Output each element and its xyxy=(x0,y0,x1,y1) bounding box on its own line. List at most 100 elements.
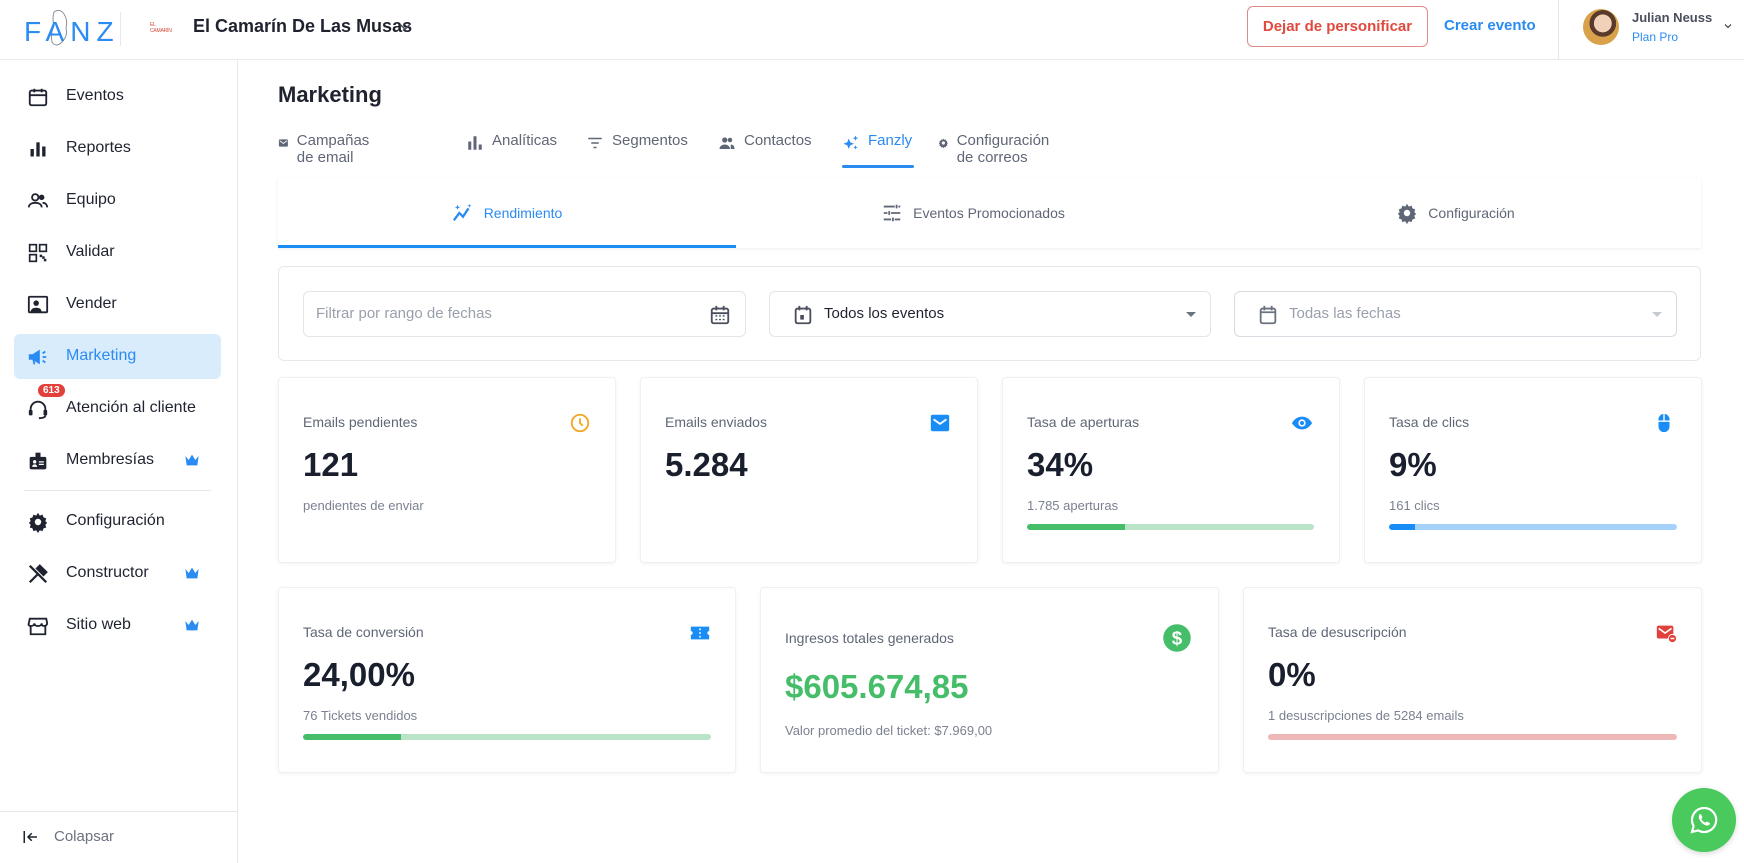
stop-impersonating-button[interactable]: Dejar de personificar xyxy=(1247,6,1428,47)
tab-contactos[interactable]: Contactos xyxy=(718,132,812,168)
date-range-input[interactable]: Filtrar por rango de fechas xyxy=(303,291,746,337)
clock-icon xyxy=(570,413,590,433)
sidebar-item-constructor[interactable]: Constructor xyxy=(14,551,221,596)
stat-card-emails-pendientes: Emails pendientes 121 pendientes de envi… xyxy=(278,377,616,563)
calendar-icon xyxy=(794,305,812,325)
fanz-logo[interactable]: FANZ xyxy=(24,9,114,48)
subtab-eventos-promocionados[interactable]: Eventos Promocionados xyxy=(736,178,1210,248)
stat-label: Tasa de clics xyxy=(1389,414,1470,430)
tab-label: Contactos xyxy=(744,132,812,149)
subtab-rendimiento[interactable]: Rendimiento xyxy=(278,178,736,248)
dates-select[interactable]: Todas las fechas xyxy=(1234,291,1677,337)
stat-value: 9% xyxy=(1389,446,1437,483)
chevron-down-icon[interactable] xyxy=(1722,20,1734,32)
stat-value: $605.674,85 xyxy=(785,668,969,705)
tab-label: Configuración de correos xyxy=(956,132,1050,166)
map-outline-icon xyxy=(50,9,68,46)
tab-label: Segmentos xyxy=(612,132,688,149)
gear-icon xyxy=(26,510,50,534)
sidebar-item-eventos[interactable]: Eventos xyxy=(14,74,221,119)
progress-bar xyxy=(303,734,711,740)
whatsapp-icon xyxy=(1690,806,1718,834)
chevron-down-icon[interactable] xyxy=(396,18,414,36)
notification-badge: 613 xyxy=(38,384,65,397)
sidebar-item-atencion-cliente[interactable]: 613 Atención al cliente xyxy=(14,384,221,431)
gear-icon xyxy=(938,138,948,149)
store-icon xyxy=(26,614,50,638)
sidebar-item-validar[interactable]: Validar xyxy=(14,230,221,275)
org-logo: EL CAMARÍN xyxy=(150,22,172,34)
mouse-icon xyxy=(1658,413,1670,433)
sidebar-item-label: Validar xyxy=(66,243,115,260)
collapse-left-icon xyxy=(23,831,37,843)
sidebar-item-label: Membresías xyxy=(66,451,155,468)
tab-segmentos[interactable]: Segmentos xyxy=(586,132,688,168)
calendar-icon xyxy=(1259,305,1277,325)
caret-down-icon xyxy=(1652,312,1662,317)
tab-label: Campañas de email xyxy=(296,132,370,166)
stat-sub: 1.785 aperturas xyxy=(1027,498,1119,513)
badge-id-icon xyxy=(26,449,50,473)
progress-bar xyxy=(1268,734,1677,740)
tab-label: Analíticas xyxy=(492,132,558,149)
tab-campanas-email[interactable]: Campañas de email xyxy=(278,132,377,168)
subtab-label: Configuración xyxy=(1428,205,1515,221)
fanzly-subtabs: Rendimiento Eventos Promocionados Config… xyxy=(278,178,1701,248)
sparkle-icon xyxy=(843,135,859,150)
subtab-label: Rendimiento xyxy=(483,205,563,221)
qr-code-icon xyxy=(26,241,50,265)
dollar-circle-icon: $ xyxy=(1163,624,1191,652)
date-range-placeholder: Filtrar por rango de fechas xyxy=(316,305,492,322)
sliders-icon xyxy=(883,204,901,222)
events-select[interactable]: Todos los eventos xyxy=(769,291,1211,337)
stat-label: Emails pendientes xyxy=(303,414,418,430)
sidebar-item-vender[interactable]: Vender xyxy=(14,282,221,327)
dates-select-placeholder: Todas las fechas xyxy=(1289,305,1401,322)
stat-label: Tasa de aperturas xyxy=(1027,414,1140,430)
eye-icon xyxy=(1291,416,1313,430)
collapse-label: Colapsar xyxy=(54,828,115,845)
tab-analiticas[interactable]: Analíticas xyxy=(466,132,557,168)
stat-sub: 161 clics xyxy=(1389,498,1440,513)
contact-card-icon xyxy=(26,293,50,317)
sidebar-item-label: Marketing xyxy=(66,347,137,364)
sidebar-item-equipo[interactable]: Equipo xyxy=(14,178,221,223)
events-select-value: Todos los eventos xyxy=(824,305,945,322)
sidebar-item-reportes[interactable]: Reportes xyxy=(14,126,221,171)
sidebar-item-label: Vender xyxy=(66,295,117,312)
crown-icon xyxy=(185,619,199,631)
avatar[interactable] xyxy=(1583,9,1619,45)
tab-fanzly[interactable]: Fanzly xyxy=(842,132,914,168)
progress-fill xyxy=(303,734,401,740)
whatsapp-button[interactable] xyxy=(1672,788,1736,852)
headset-icon xyxy=(26,397,50,421)
bar-chart-icon xyxy=(468,136,482,150)
tab-configuracion-correos[interactable]: Configuración de correos xyxy=(938,132,1057,168)
user-plan: Plan Pro xyxy=(1632,30,1679,44)
stat-sub: 76 Tickets vendidos xyxy=(303,708,418,723)
subtab-configuracion[interactable]: Configuración xyxy=(1210,178,1701,248)
calendar-icon[interactable] xyxy=(709,304,731,326)
divider xyxy=(1558,0,1559,60)
stat-card-emails-enviados: Emails enviados 5.284 xyxy=(640,377,978,563)
stat-label: Tasa de conversión xyxy=(303,624,424,640)
sidebar-item-marketing[interactable]: Marketing xyxy=(14,334,221,379)
stat-label: Tasa de desuscripción xyxy=(1268,624,1407,640)
stat-sub: 1 desuscripciones de 5284 emails xyxy=(1268,708,1464,723)
org-name[interactable]: El Camarín De Las Musas xyxy=(193,16,413,36)
sidebar-item-configuracion[interactable]: Configuración xyxy=(14,499,221,544)
stat-card-tasa-aperturas: Tasa de aperturas 34% 1.785 aperturas xyxy=(1002,377,1340,563)
stat-card-tasa-conversion: Tasa de conversión 24,00% 76 Tickets ven… xyxy=(278,587,736,773)
mail-icon xyxy=(278,139,288,147)
stat-sub: Valor promedio del ticket: $7.969,00 xyxy=(785,723,993,738)
sidebar-item-membresias[interactable]: Membresías xyxy=(14,438,221,483)
ticket-icon xyxy=(690,626,710,640)
sidebar-item-sitio-web[interactable]: Sitio web xyxy=(14,603,221,648)
collapse-sidebar-button[interactable]: Colapsar xyxy=(0,811,238,863)
sidebar-item-label: Eventos xyxy=(66,87,124,104)
stat-label: Ingresos totales generados xyxy=(785,630,954,646)
people-icon xyxy=(719,137,735,149)
stat-label: Emails enviados xyxy=(665,414,767,430)
sidebar-item-label: Sitio web xyxy=(66,616,131,633)
create-event-link[interactable]: Crear evento xyxy=(1444,17,1536,34)
